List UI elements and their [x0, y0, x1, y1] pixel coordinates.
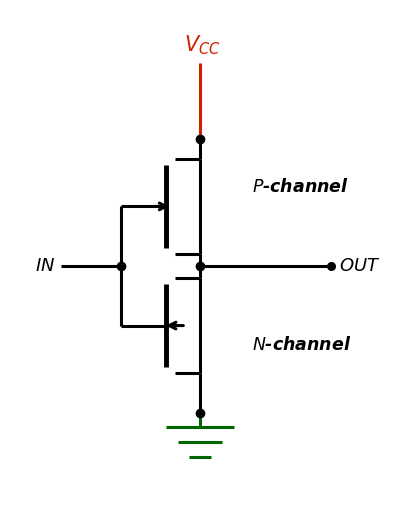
Text: $\mathit{P}$-channel: $\mathit{P}$-channel	[252, 178, 348, 196]
Text: $\mathit{OUT}$: $\mathit{OUT}$	[339, 257, 380, 275]
Text: $\mathit{V_{CC}}$: $\mathit{V_{CC}}$	[184, 34, 220, 57]
Text: $\mathit{N}$-channel: $\mathit{N}$-channel	[252, 337, 351, 355]
Text: $\mathit{IN}$: $\mathit{IN}$	[35, 257, 55, 275]
